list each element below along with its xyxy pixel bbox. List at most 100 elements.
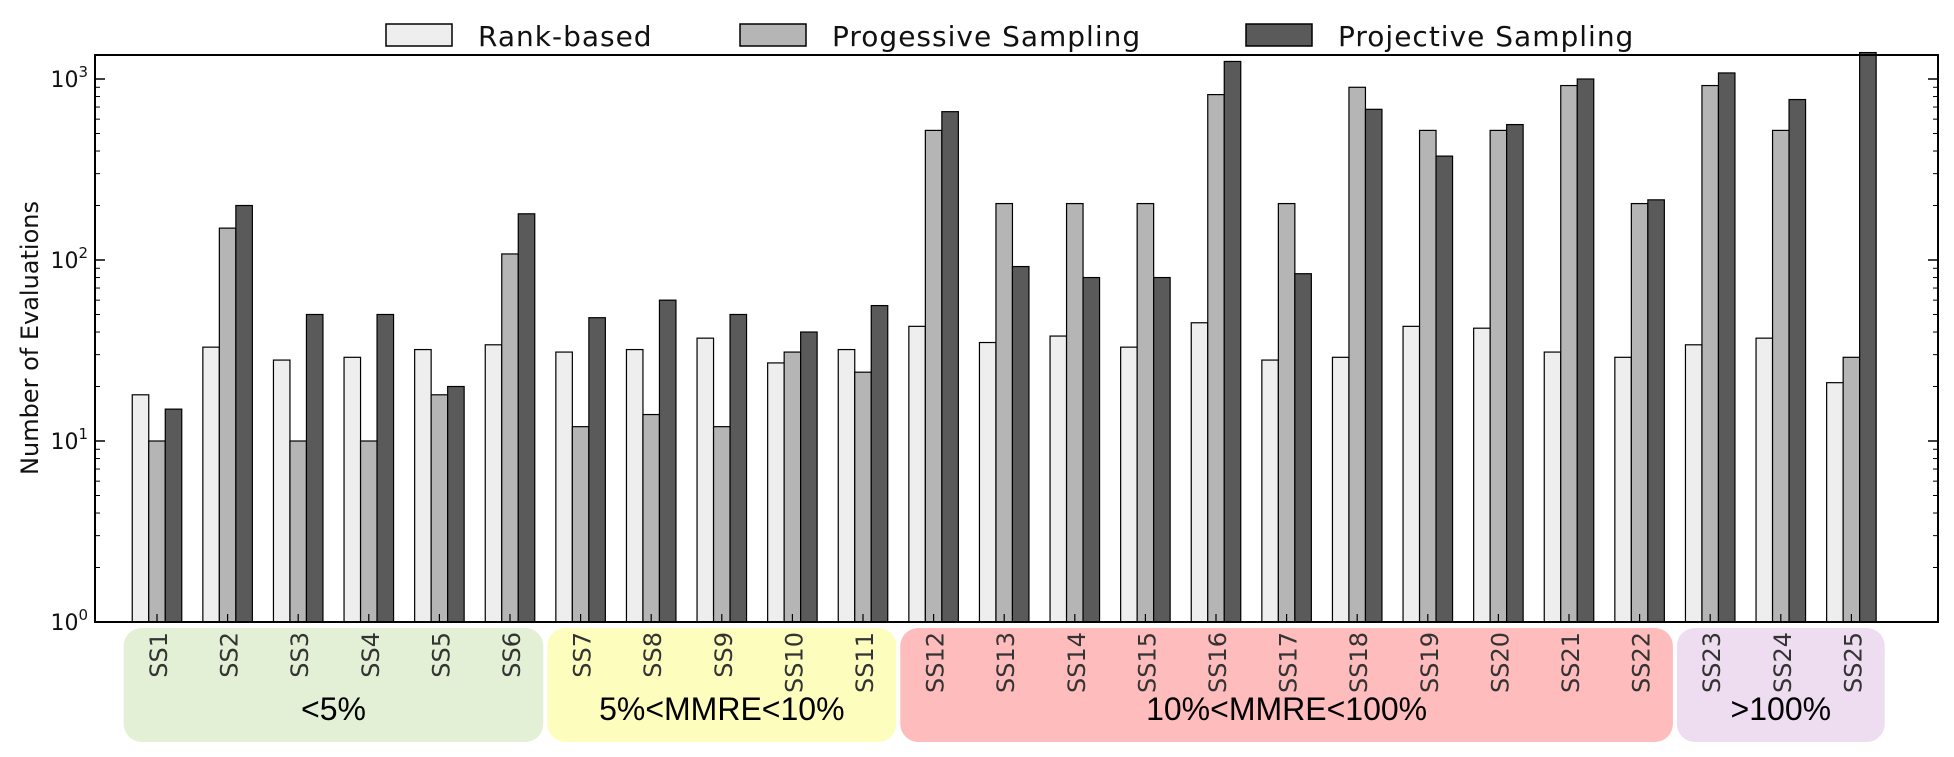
bar-projective-sampling-ss22 — [1647, 199, 1665, 623]
legend-label: Projective Sampling — [1338, 20, 1634, 53]
bar-projective-sampling-ss7 — [588, 317, 606, 623]
bar-projective-sampling-ss16 — [1223, 60, 1242, 623]
bar-rank-based-ss21 — [1543, 351, 1562, 623]
x-tick-label: SS3 — [286, 632, 314, 678]
bar-rank-based-ss5 — [414, 348, 432, 623]
legend-label: Rank-based — [478, 20, 653, 53]
bar-progessive-sampling-ss6 — [501, 253, 519, 623]
bar-rank-based-ss14 — [1049, 335, 1068, 623]
bar-rank-based-ss7 — [555, 351, 573, 623]
x-tick-label: SS25 — [1839, 632, 1867, 693]
group-box — [547, 628, 897, 742]
x-tick-label: SS5 — [427, 632, 455, 678]
bar-projective-sampling-ss24 — [1788, 98, 1807, 623]
bar-progessive-sampling-ss22 — [1630, 202, 1649, 623]
y-tick-exponent: 2 — [78, 244, 88, 262]
y-tick-label: 100 — [50, 606, 88, 636]
x-tick-label: SS12 — [922, 632, 950, 693]
bar-projective-sampling-ss6 — [517, 213, 536, 623]
bar-rank-based-ss3 — [272, 359, 291, 623]
bar-rank-based-ss9 — [696, 337, 715, 623]
bar-projective-sampling-ss25 — [1859, 51, 1877, 623]
y-tick-label: 102 — [50, 244, 88, 274]
legend-swatch — [385, 23, 453, 47]
bar-rank-based-ss19 — [1402, 325, 1421, 623]
bar-projective-sampling-ss19 — [1435, 155, 1454, 623]
x-tick-label: SS8 — [639, 632, 667, 678]
bar-rank-based-ss18 — [1331, 356, 1350, 623]
bar-projective-sampling-ss8 — [658, 299, 677, 623]
group-boxes-layer: <5% 5%<MMRE<10% 10%<MMRE<100% >100% — [123, 628, 1885, 742]
bar-progessive-sampling-ss23 — [1701, 84, 1720, 623]
bar-rank-based-ss6 — [484, 344, 503, 623]
bar-progessive-sampling-ss17 — [1277, 202, 1296, 623]
bar-projective-sampling-ss15 — [1153, 276, 1171, 623]
bar-progessive-sampling-ss18 — [1348, 86, 1367, 623]
bar-progessive-sampling-ss15 — [1136, 202, 1155, 623]
bar-progessive-sampling-ss10 — [783, 351, 802, 623]
y-tick-base: 10 — [50, 68, 78, 93]
x-tick-label: SS20 — [1486, 632, 1514, 693]
group-label: 5%<MMRE<10% — [599, 691, 844, 727]
bar-projective-sampling-ss18 — [1364, 108, 1383, 623]
bar-projective-sampling-ss11 — [870, 304, 889, 623]
bar-projective-sampling-ss23 — [1717, 72, 1736, 623]
bar-projective-sampling-ss14 — [1082, 276, 1101, 623]
bar-progessive-sampling-ss2 — [218, 227, 237, 623]
bar-progessive-sampling-ss24 — [1771, 129, 1790, 623]
y-tick-exponent: 3 — [78, 63, 88, 81]
y-tick-label: 101 — [50, 425, 88, 455]
x-tick-label: SS11 — [851, 632, 879, 693]
legend: Rank-based Progessive Sampling Projective … — [385, 20, 1634, 53]
bar-progessive-sampling-ss13 — [995, 202, 1014, 623]
bar-rank-based-ss8 — [625, 348, 644, 623]
legend-swatch — [1245, 23, 1313, 47]
bar-projective-sampling-ss17 — [1294, 273, 1312, 623]
bar-progessive-sampling-ss11 — [854, 371, 872, 623]
bar-rank-based-ss24 — [1755, 337, 1774, 623]
y-tick-base: 10 — [50, 249, 78, 274]
group-box — [1676, 628, 1885, 742]
bar-rank-based-ss12 — [908, 325, 926, 623]
y-tick-label: 103 — [50, 63, 88, 93]
legend-swatch — [739, 23, 807, 47]
x-tick-label: SS13 — [992, 632, 1020, 693]
x-tick-label: SS14 — [1063, 632, 1091, 693]
bar-rank-based-ss13 — [978, 341, 997, 623]
bar-rank-based-ss17 — [1261, 359, 1279, 623]
x-tick-label: SS24 — [1769, 632, 1797, 693]
x-tick-label: SS16 — [1204, 632, 1232, 693]
group-label: <5% — [301, 691, 366, 727]
bar-progessive-sampling-ss7 — [571, 426, 590, 623]
plot-area-frame — [94, 54, 1939, 623]
x-tick-label: SS4 — [357, 632, 385, 678]
x-tick-label: SS22 — [1628, 632, 1656, 693]
y-tick-exponent: 1 — [78, 425, 88, 443]
bar-progessive-sampling-ss12 — [924, 129, 943, 623]
y-tick-base: 10 — [50, 611, 78, 636]
x-tick-label: SS23 — [1698, 632, 1726, 693]
bar-progessive-sampling-ss1 — [148, 440, 166, 623]
bar-projective-sampling-ss9 — [729, 313, 748, 623]
bar-progessive-sampling-ss25 — [1842, 356, 1861, 623]
bar-progessive-sampling-ss9 — [712, 426, 731, 623]
bar-rank-based-ss11 — [837, 348, 856, 623]
group-box — [123, 628, 544, 742]
bar-progessive-sampling-ss4 — [359, 440, 378, 623]
x-tick-label: SS15 — [1133, 632, 1161, 693]
bar-rank-based-ss10 — [767, 362, 785, 623]
x-tick-label: SS9 — [710, 632, 738, 678]
bar-rank-based-ss25 — [1826, 382, 1844, 623]
bar-rank-based-ss15 — [1120, 346, 1138, 623]
bar-projective-sampling-ss10 — [800, 331, 818, 623]
bar-progessive-sampling-ss16 — [1207, 93, 1225, 623]
bar-projective-sampling-ss4 — [376, 313, 395, 623]
bar-rank-based-ss16 — [1190, 322, 1209, 623]
bar-progessive-sampling-ss20 — [1489, 129, 1508, 623]
bar-rank-based-ss22 — [1614, 356, 1632, 623]
bar-progessive-sampling-ss5 — [430, 394, 449, 623]
y-tick-exponent: 0 — [78, 606, 88, 624]
bar-rank-based-ss20 — [1473, 327, 1491, 623]
